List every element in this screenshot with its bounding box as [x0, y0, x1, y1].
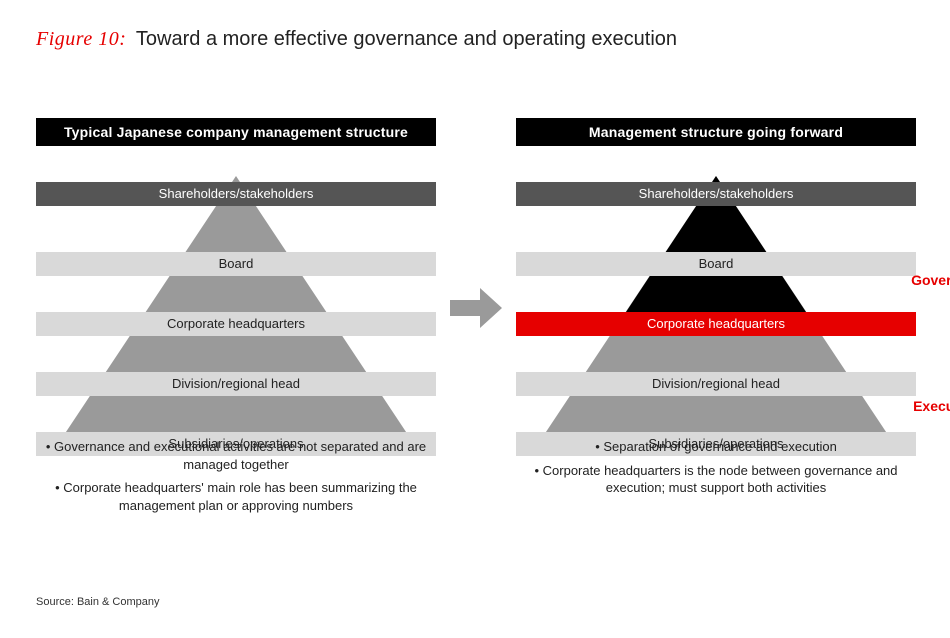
panel-left: Typical Japanese company management stru… — [36, 118, 436, 518]
panel-left-bullets: • Governance and executional activities … — [36, 438, 436, 520]
panel-right-bullets: • Separation of governance and execution… — [516, 438, 916, 503]
arrow-icon — [450, 288, 502, 328]
bullet-text: • Separation of governance and execution — [516, 438, 916, 456]
pyramid-right: Shareholders/stakeholders Board Corporat… — [516, 154, 916, 454]
figure-title: Figure 10: Toward a more effective gover… — [36, 28, 677, 51]
bullet-text: • Corporate headquarters' main role has … — [36, 479, 436, 514]
band-board: Board — [36, 252, 436, 276]
band-shareholders: Shareholders/stakeholders — [516, 182, 916, 206]
figure-caption: Toward a more effective governance and o… — [136, 28, 677, 50]
panel-left-header: Typical Japanese company management stru… — [36, 118, 436, 146]
panels-container: Typical Japanese company management stru… — [36, 118, 916, 518]
band-division: Division/regional head — [36, 372, 436, 396]
label-execution: Execution — [913, 398, 950, 414]
arrow-gap — [436, 118, 516, 518]
band-board: Board — [516, 252, 916, 276]
source-text: Source: Bain & Company — [36, 596, 160, 608]
bullet-text: • Governance and executional activities … — [36, 438, 436, 473]
band-division: Division/regional head — [516, 372, 916, 396]
band-hq: Corporate headquarters — [36, 312, 436, 336]
bullet-text: • Corporate headquarters is the node bet… — [516, 462, 916, 497]
figure-label: Figure 10: — [36, 28, 126, 50]
band-shareholders: Shareholders/stakeholders — [36, 182, 436, 206]
band-hq-red: Corporate headquarters — [516, 312, 916, 336]
panel-right-header: Management structure going forward — [516, 118, 916, 146]
label-governance: Governance — [911, 272, 950, 288]
panel-right: Management structure going forward Share… — [516, 118, 916, 518]
pyramid-left: Shareholders/stakeholders Board Corporat… — [36, 154, 436, 454]
